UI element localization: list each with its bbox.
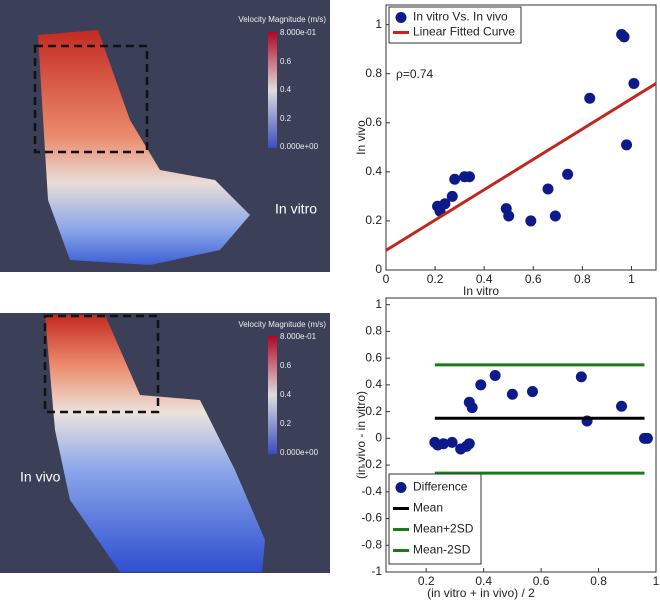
y-tick-label: -0.8 [361, 537, 382, 551]
point [621, 139, 633, 151]
legend-label: Linear Fitted Curve [413, 25, 515, 39]
y-tick-label: 0.6 [365, 350, 382, 364]
panel-label: In vivo [20, 469, 61, 485]
y-tick-label: 0.8 [365, 66, 382, 80]
roi-box [43, 314, 160, 414]
y-tick-label: 0 [375, 431, 382, 445]
point [549, 210, 561, 222]
point [463, 438, 475, 450]
annotation: ρ=0.74 [396, 67, 434, 81]
colorbar-label: 0.000e+00 [280, 448, 319, 457]
colorbar-label: 0.4 [280, 390, 292, 399]
roi-box [33, 44, 149, 154]
colorbar-label: 0.4 [280, 85, 292, 94]
legend [388, 6, 522, 44]
panel-label: In vitro [275, 201, 317, 217]
colorbar: Velocity Magnitude (m/s) 8.000e-01 0.6 0… [238, 15, 326, 151]
x-tick-label: 0 [383, 272, 390, 286]
y-tick-label: 1 [375, 297, 382, 311]
colorbar: Velocity Magnitude (m/s) 8.000e-01 0.6 0… [238, 320, 326, 457]
point [446, 436, 458, 448]
plot-area [385, 4, 657, 271]
flow-field [45, 315, 265, 572]
x-tick-label: 0.4 [476, 272, 493, 286]
colorbar-label: 0.6 [280, 57, 292, 66]
y-tick-label: 0.4 [365, 164, 382, 178]
point [489, 370, 501, 382]
x-tick-label: 0.6 [533, 574, 550, 588]
point [641, 432, 653, 444]
x-tick-label: 0.8 [590, 574, 607, 588]
point [525, 215, 537, 227]
legend-swatch [395, 12, 407, 23]
legend-label: Mean+2SD [413, 522, 474, 536]
colorbar-scale [268, 32, 277, 148]
point [449, 173, 461, 185]
point [466, 402, 478, 414]
fit-line [385, 82, 657, 252]
x-axis-label: (in vitro + in vivo) / 2 [427, 586, 535, 600]
y-tick-label: -1 [371, 564, 382, 578]
y-tick-label: 0.2 [365, 213, 382, 227]
colorbar-label: 8.000e-01 [280, 332, 317, 341]
point [584, 92, 596, 104]
y-axis-label: In vivo [354, 120, 368, 155]
point [446, 190, 458, 202]
y-tick-label: -0.6 [361, 511, 382, 525]
colorbar-title: Velocity Magnitude (m/s) [238, 15, 326, 24]
y-axis-label: (in vivo - in vitro) [354, 391, 368, 479]
colorbar-scale [268, 336, 277, 454]
y-tick-label: 1 [375, 17, 382, 31]
x-tick-label: 1 [653, 574, 660, 588]
y-tick-label: 0.8 [365, 324, 382, 338]
legend-label: Difference [413, 480, 468, 494]
colorbar-label: 0.2 [280, 114, 292, 123]
y-tick-label: -0.2 [361, 457, 382, 471]
flow-field [38, 30, 250, 265]
colorbar-label: 0.6 [280, 361, 292, 370]
point [542, 183, 554, 195]
x-tick-label: 1 [628, 272, 635, 286]
point [628, 78, 640, 90]
colorbar-label: 0.000e+00 [280, 142, 319, 151]
x-tick-label: 0.2 [427, 272, 444, 286]
colorbar-label: 8.000e-01 [280, 28, 317, 37]
point [526, 386, 538, 398]
point [616, 400, 628, 412]
point [506, 388, 518, 400]
y-tick-label: 0.2 [365, 404, 382, 418]
point [437, 438, 449, 450]
legend-label: In vitro Vs. In vivo [413, 10, 508, 24]
point [575, 371, 587, 383]
x-tick-label: 0.4 [475, 574, 492, 588]
point [562, 168, 574, 180]
x-tick-label: 0.6 [525, 272, 542, 286]
x-tick-label: 0.2 [418, 574, 435, 588]
flow-panel: Velocity Magnitude (m/s) 8.000e-01 0.6 0… [0, 313, 330, 573]
legend-label: Mean-2SD [413, 543, 471, 557]
legend-swatch [395, 482, 407, 493]
x-axis-label: In vitro [463, 284, 499, 298]
point [503, 210, 515, 222]
point [463, 171, 475, 183]
x-tick-label: 0.8 [574, 272, 591, 286]
point [618, 31, 630, 43]
flow-panel: Velocity Magnitude (m/s) 8.000e-01 0.6 0… [0, 0, 330, 272]
point [439, 198, 451, 210]
point [475, 379, 487, 391]
legend-label: Mean [413, 501, 443, 515]
y-tick-label: 0 [375, 262, 382, 276]
y-tick-label: 0.4 [365, 377, 382, 391]
y-tick-label: 0.6 [365, 115, 382, 129]
colorbar-title: Velocity Magnitude (m/s) [238, 320, 326, 329]
colorbar-label: 0.2 [280, 419, 292, 428]
y-tick-label: -0.4 [361, 484, 382, 498]
